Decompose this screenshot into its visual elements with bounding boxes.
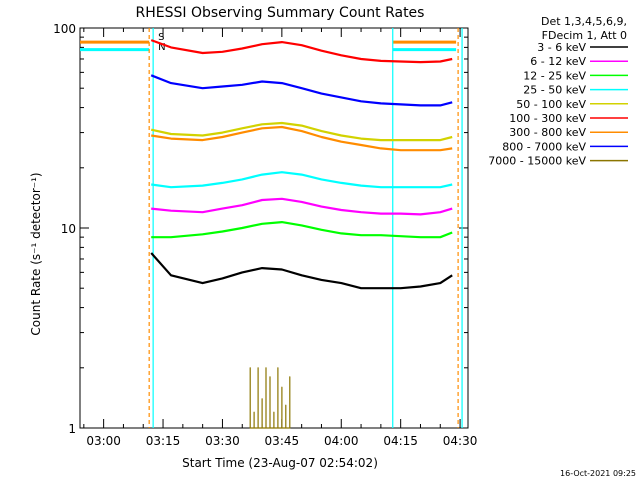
series-line-1 [151, 197, 453, 216]
series-line-6 [151, 125, 453, 152]
x-tick-label-2: 03:30 [205, 434, 240, 448]
series-line-7 [150, 74, 453, 107]
series-line-2 [151, 221, 453, 239]
y-axis-label: Count Rate (s⁻¹ detector⁻¹) [29, 172, 43, 335]
series-line-4 [150, 121, 453, 142]
marker-label-s: S [158, 32, 164, 43]
x-tick-label-4: 04:00 [324, 434, 359, 448]
series-line-0 [150, 252, 453, 290]
x-tick-label-1: 03:15 [146, 434, 181, 448]
legend-header-line-2: FDecim 1, Att 0 [542, 29, 627, 42]
legend-label-0: 3 - 6 keV [537, 41, 586, 54]
legend-label-5: 100 - 300 keV [509, 112, 586, 125]
y-tick-label-1: 10 [61, 222, 76, 236]
x-tick-label-3: 03:45 [265, 434, 300, 448]
series-line-3 [151, 171, 453, 189]
x-tick-label-5: 04:15 [383, 434, 418, 448]
y-tick-label-2: 100 [53, 22, 76, 36]
series-line-8 [249, 367, 291, 429]
timestamp: 16-Oct-2021 09:25 [560, 469, 636, 478]
plot-area: 03:00 03:15 03:30 03:45 04:00 04:15 04:30 1 10 10… [53, 22, 477, 448]
x-tick-label-6: 04:30 [443, 434, 478, 448]
marker-label-n: N [158, 42, 165, 53]
x-axis-label: Start Time (23-Aug-07 02:54:02) [182, 456, 378, 470]
legend-label-3: 25 - 50 keV [523, 84, 586, 97]
chart-title: RHESSI Observing Summary Count Rates [136, 5, 425, 21]
legend-header-line-1: Det 1,3,4,5,6,9, [541, 15, 627, 28]
plot-frame [79, 27, 469, 429]
legend-label-4: 50 - 100 keV [516, 98, 586, 111]
legend-label-7: 800 - 7000 keV [502, 140, 586, 153]
legend-label-6: 300 - 800 keV [509, 126, 586, 139]
legend-label-1: 6 - 12 keV [530, 55, 586, 68]
legend-label-2: 12 - 25 keV [523, 69, 586, 82]
y-tick-label-0: 1 [68, 422, 76, 436]
x-tick-label-0: 03:00 [86, 434, 121, 448]
legend-label-8: 7000 - 15000 keV [488, 155, 586, 168]
series-line-5 [150, 39, 453, 64]
